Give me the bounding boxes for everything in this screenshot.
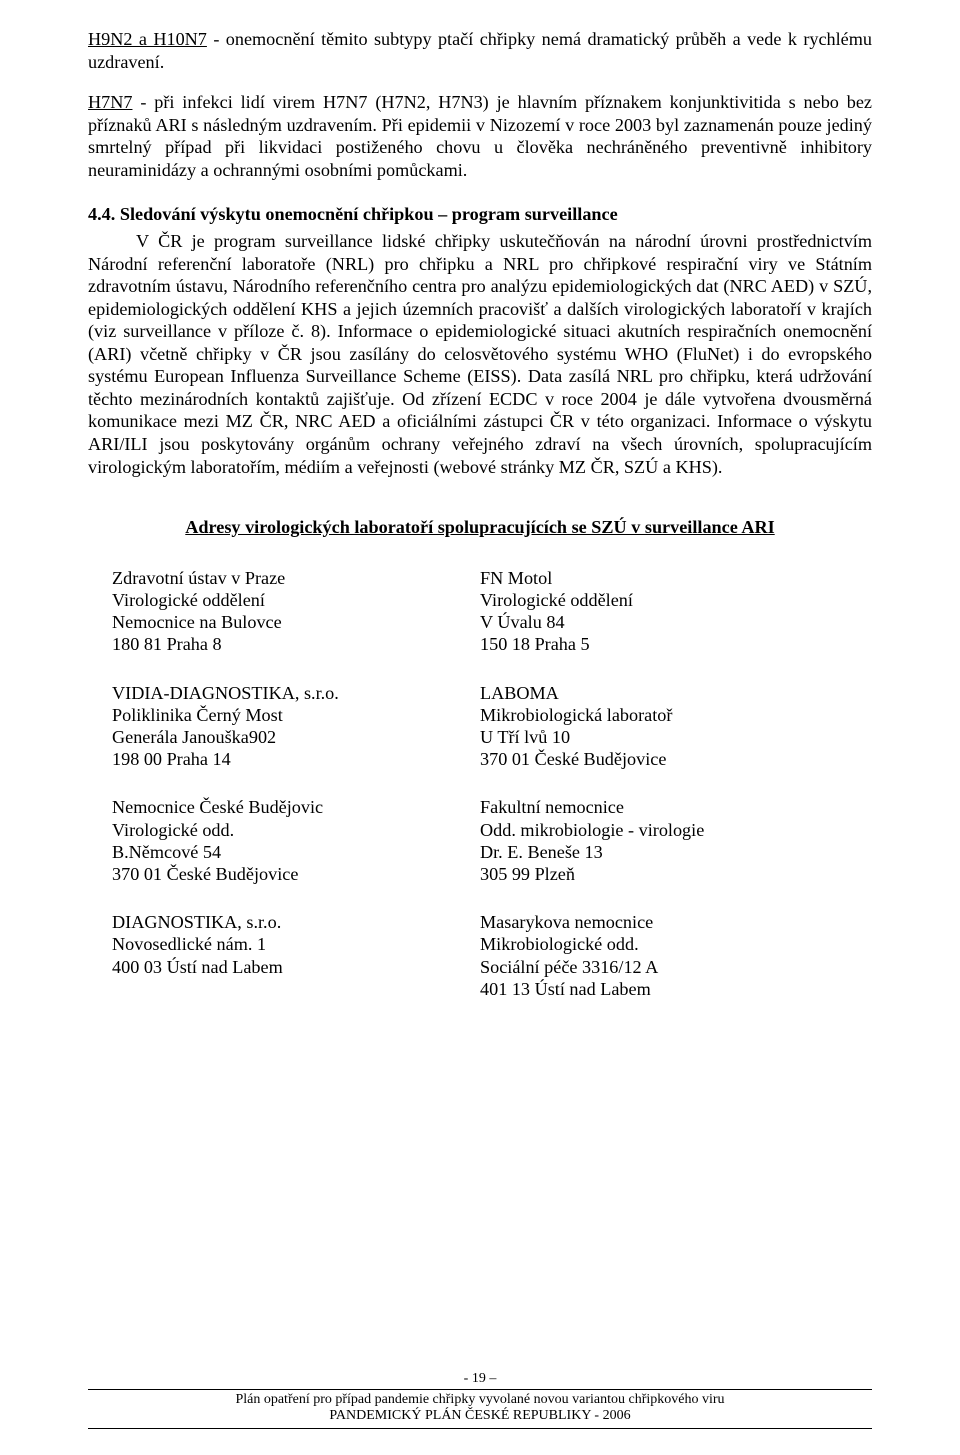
address-line: 198 00 Praha 14 [112,748,480,770]
address-line: Virologické odd. [112,819,480,841]
address-line: Mikrobiologické odd. [480,933,848,955]
address-line: LABOMA [480,682,848,704]
address-line: VIDIA-DIAGNOSTIKA, s.r.o. [112,682,480,704]
address-column-left: Zdravotní ústav v Praze Virologické oddě… [112,567,480,1026]
address-line: 370 01 České Budějovice [112,863,480,885]
document-page: H9N2 a H10N7 - onemocnění těmito subtypy… [0,0,960,1455]
address-line: U Tří lvů 10 [480,726,848,748]
address-line: 180 81 Praha 8 [112,633,480,655]
address-line: 370 01 České Budějovice [480,748,848,770]
address-line: V Úvalu 84 [480,611,848,633]
address-column-right: FN Motol Virologické oddělení V Úvalu 84… [480,567,848,1026]
address-line: DIAGNOSTIKA, s.r.o. [112,911,480,933]
address-block: Zdravotní ústav v Praze Virologické oddě… [112,567,480,656]
address-line: Zdravotní ústav v Praze [112,567,480,589]
addresses-heading: Adresy virologických laboratoří spolupra… [88,516,872,539]
address-block: VIDIA-DIAGNOSTIKA, s.r.o. Poliklinika Če… [112,682,480,771]
address-block: DIAGNOSTIKA, s.r.o. Novosedlické nám. 1 … [112,911,480,978]
address-line: Fakultní nemocnice [480,796,848,818]
address-line: 401 13 Ústí nad Labem [480,978,848,1000]
address-block: Masarykova nemocnice Mikrobiologické odd… [480,911,848,1000]
address-line: Novosedlické nám. 1 [112,933,480,955]
address-block: Nemocnice České Budějovic Virologické od… [112,796,480,885]
paragraph-h7n7: H7N7 - při infekci lidí virem H7N7 (H7N2… [88,91,872,181]
underline-h7n7: H7N7 [88,92,132,112]
paragraph-h9n2: H9N2 a H10N7 - onemocnění těmito subtypy… [88,28,872,73]
address-line: Odd. mikrobiologie - virologie [480,819,848,841]
address-line: 305 99 Plzeň [480,863,848,885]
address-line: 150 18 Praha 5 [480,633,848,655]
section-4-4-heading: 4.4. Sledování výskytu onemocnění chřipk… [88,203,872,226]
address-line: Dr. E. Beneše 13 [480,841,848,863]
address-columns: Zdravotní ústav v Praze Virologické oddě… [88,567,872,1026]
page-footer: - 19 – Plán opatření pro případ pandemie… [88,1371,872,1429]
address-line: B.Němcové 54 [112,841,480,863]
address-line: Poliklinika Černý Most [112,704,480,726]
footer-page-number: - 19 – [88,1371,872,1387]
address-line: Mikrobiologická laboratoř [480,704,848,726]
footer-line-1: Plán opatření pro případ pandemie chřipk… [88,1392,872,1408]
section-4-4-body: V ČR je program surveillance lidské chři… [88,230,872,478]
footer-line-2: PANDEMICKÝ PLÁN ČESKÉ REPUBLIKY - 2006 [88,1408,872,1424]
address-block: FN Motol Virologické oddělení V Úvalu 84… [480,567,848,656]
address-block: LABOMA Mikrobiologická laboratoř U Tří l… [480,682,848,771]
address-line: Virologické oddělení [112,589,480,611]
footer-lines: Plán opatření pro případ pandemie chřipk… [88,1389,872,1429]
address-line: Generála Janouška902 [112,726,480,748]
address-line: Masarykova nemocnice [480,911,848,933]
address-line: Nemocnice na Bulovce [112,611,480,633]
address-line: Virologické oddělení [480,589,848,611]
address-block: Fakultní nemocnice Odd. mikrobiologie - … [480,796,848,885]
address-line: 400 03 Ústí nad Labem [112,956,480,978]
address-line: Nemocnice České Budějovic [112,796,480,818]
address-line: Sociální péče 3316/12 A [480,956,848,978]
para2-body: - při infekci lidí virem H7N7 (H7N2, H7N… [88,92,872,180]
address-line: FN Motol [480,567,848,589]
underline-h9n2: H9N2 a H10N7 [88,29,207,49]
